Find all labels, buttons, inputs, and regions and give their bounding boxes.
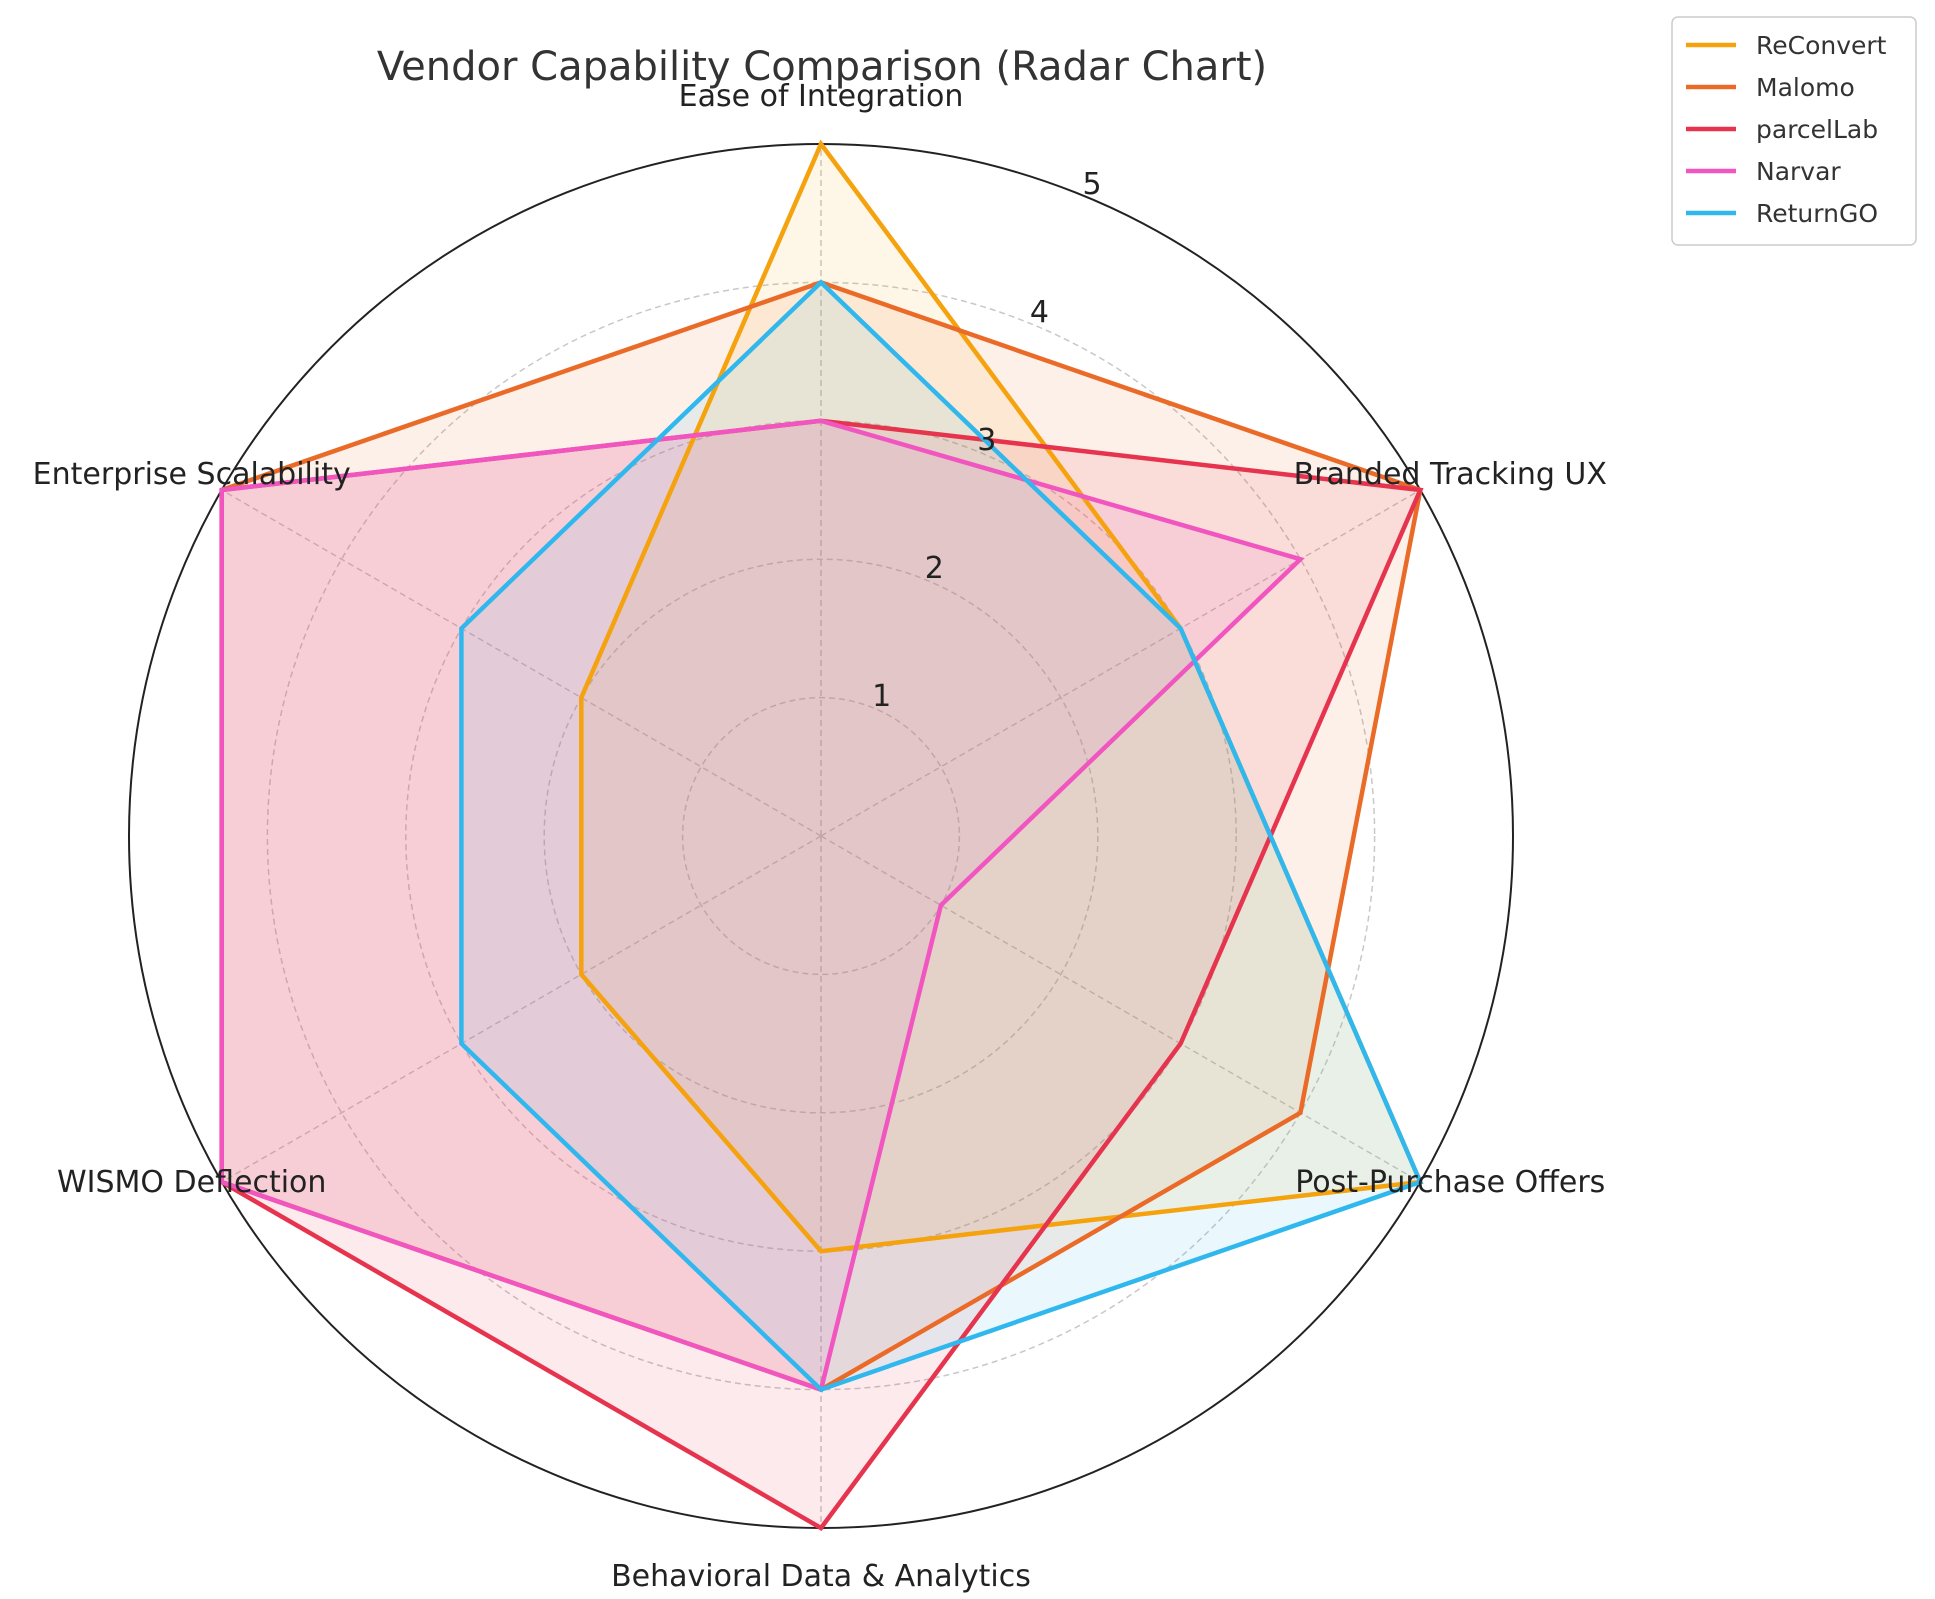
legend-label: ReConvert xyxy=(1756,31,1887,60)
radial-tick-label: 2 xyxy=(925,551,944,586)
legend-box xyxy=(1671,16,1917,246)
legend-label: Narvar xyxy=(1756,157,1841,186)
series-fill-Malomo xyxy=(221,282,1421,1390)
spoke-line xyxy=(820,489,1421,837)
legend: ReConvert Malomo parcelLab Narvar ReturnGO xyxy=(1671,16,1917,246)
radial-tick-label: 3 xyxy=(977,423,996,458)
chart-title: Vendor Capability Comparison (Radar Char… xyxy=(377,44,1267,90)
legend-label: ReturnGO xyxy=(1756,199,1878,228)
series-fill-Narvar xyxy=(221,420,1301,1390)
spoke-line xyxy=(221,489,822,837)
axis-label: Post-Purchase Offers xyxy=(1295,1165,1605,1200)
label-layer: 1 2 3 4 5 Ease of Integration Branded Tracking… xyxy=(33,79,1607,1594)
grid-ring-2 xyxy=(543,558,1099,1114)
legend-label: parcelLab xyxy=(1756,115,1878,144)
spoke-line xyxy=(820,835,1421,1183)
axis-label: Enterprise Scalability xyxy=(33,457,351,492)
legend-label: Malomo xyxy=(1756,73,1855,102)
series-layer xyxy=(219,139,1424,1531)
axis-label: Ease of Integration xyxy=(679,79,964,114)
radial-tick-label: 5 xyxy=(1083,167,1102,202)
spoke-line xyxy=(221,835,822,1183)
series-fill-parcelLab xyxy=(221,420,1421,1528)
radial-tick-label: 1 xyxy=(872,679,891,714)
radial-tick-label: 4 xyxy=(1030,295,1049,330)
grid-ring-1 xyxy=(681,696,961,976)
axis-label: WISMO Deflection xyxy=(57,1165,326,1200)
axis-label: Branded Tracking UX xyxy=(1294,457,1607,492)
series-line-ReturnGO xyxy=(459,279,1424,1393)
grid-ring-4 xyxy=(266,281,1376,1391)
axis-label: Behavioral Data & Analytics xyxy=(611,1559,1031,1594)
